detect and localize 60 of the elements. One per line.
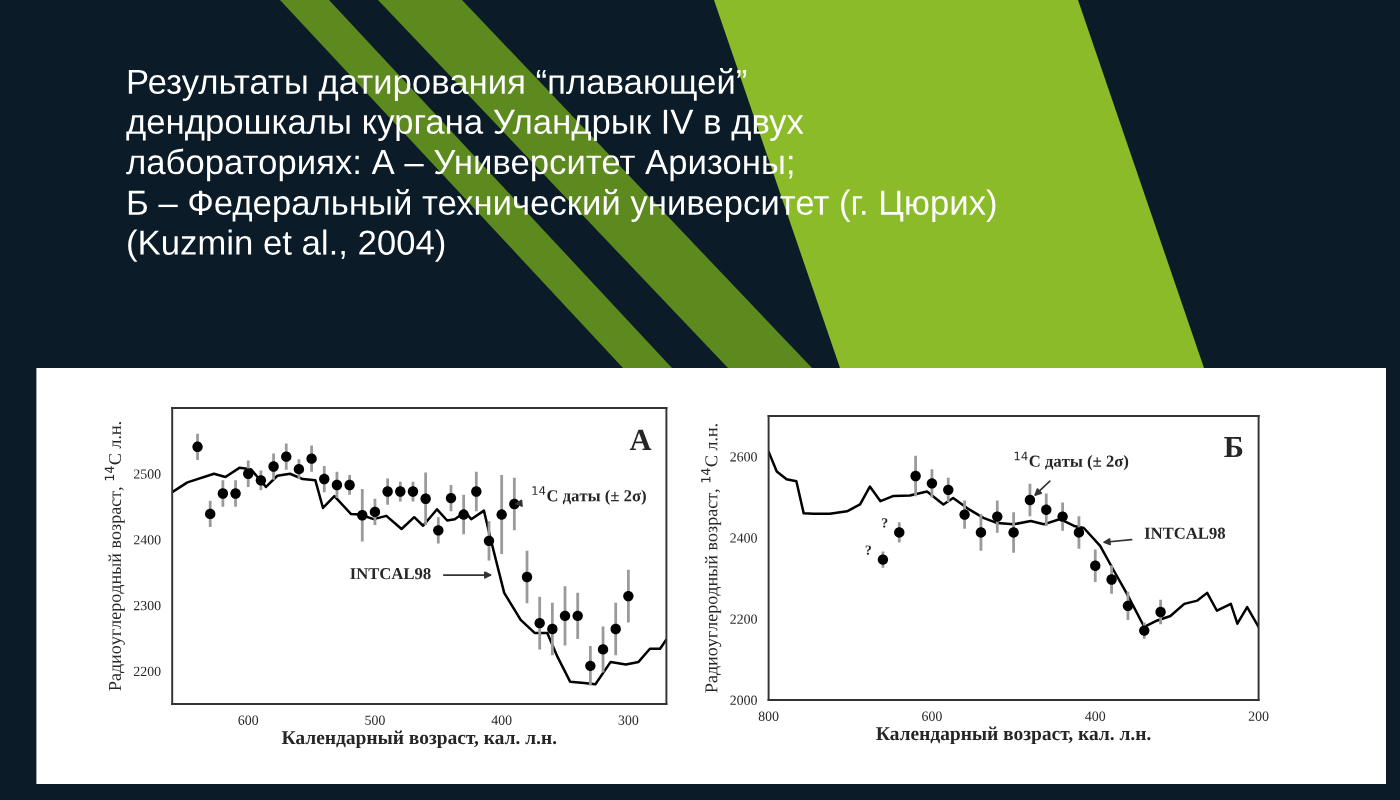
point (1008, 527, 1019, 538)
point (559, 610, 571, 622)
point (534, 617, 545, 629)
point (1057, 511, 1068, 522)
point (992, 511, 1003, 522)
point (610, 623, 621, 635)
point (597, 644, 609, 655)
point (382, 486, 393, 497)
annotation: Б (1224, 437, 1243, 458)
annotation: $^{14}$C даты (± 2σ) (532, 486, 646, 505)
point (471, 486, 482, 497)
point (975, 527, 987, 538)
point (547, 623, 558, 635)
point (369, 506, 381, 518)
point (293, 463, 305, 475)
point (395, 486, 406, 497)
annotation: $^{14}$C даты (± 2σ) (1014, 451, 1129, 471)
annotation: INTCAL98 (350, 568, 431, 580)
y-axis-title: Радиоуглеродный возраст, $^{14}$C л.н. (104, 422, 125, 691)
point (192, 441, 203, 453)
point (433, 525, 444, 536)
point (255, 475, 267, 486)
point (357, 510, 368, 521)
point (420, 493, 431, 504)
point (458, 509, 469, 520)
point (1106, 574, 1117, 585)
point (910, 470, 921, 482)
point (306, 453, 317, 464)
point (496, 509, 507, 520)
point (1041, 504, 1052, 515)
x-axis-title: Календарный возраст, кал. л.н. (876, 726, 1151, 745)
line-series (172, 466, 667, 686)
point (445, 492, 457, 504)
point (943, 484, 954, 496)
point (1155, 606, 1166, 618)
annotation: А (629, 429, 652, 450)
point (319, 473, 330, 485)
point (926, 478, 938, 489)
point (217, 488, 229, 499)
point (572, 610, 583, 622)
y-axis-title: Радиоуглеродный возраст, $^{14}$C л.н. (701, 424, 722, 693)
point (1024, 494, 1036, 506)
point (230, 488, 241, 499)
point (483, 535, 495, 547)
point (585, 660, 596, 672)
point (243, 468, 254, 479)
point (521, 571, 533, 583)
x-axis-title: Календарный возраст, кал. л.н. (281, 730, 557, 749)
point (1090, 560, 1101, 571)
point (268, 461, 279, 472)
point (205, 508, 216, 520)
point (281, 451, 292, 462)
point (959, 509, 970, 520)
point (1122, 600, 1134, 612)
point (407, 486, 419, 497)
point (894, 527, 905, 538)
annotation: INTCAL98 (1144, 527, 1226, 539)
point (1073, 527, 1085, 538)
point (331, 479, 343, 491)
point (623, 590, 634, 602)
